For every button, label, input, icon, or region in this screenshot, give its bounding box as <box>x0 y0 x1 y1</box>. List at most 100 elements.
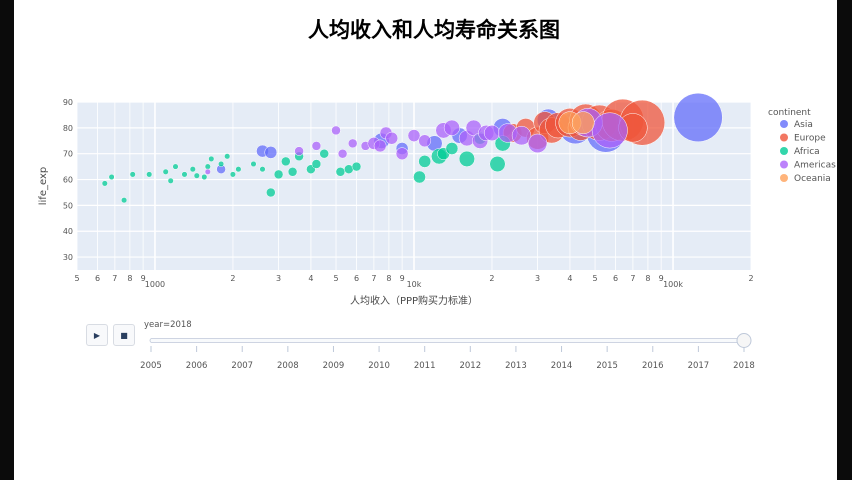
x-minor-tick-label: 5 <box>74 274 79 283</box>
data-point-americas <box>591 112 628 149</box>
y-tick-label: 40 <box>63 227 73 236</box>
x-minor-tick-label: 8 <box>386 274 391 283</box>
stop-icon: ■ <box>120 330 128 340</box>
y-tick-label: 30 <box>63 253 73 262</box>
slider-tick-label: 2010 <box>368 361 390 371</box>
slider-tick-label: 2012 <box>459 361 481 371</box>
data-point-africa <box>319 148 329 159</box>
slider-tick-label: 2011 <box>414 361 436 371</box>
legend-marker-asia <box>780 120 788 128</box>
data-point-americas <box>337 148 348 159</box>
data-point-africa <box>489 155 506 173</box>
data-point-americas <box>204 168 211 175</box>
x-minor-tick-label: 8 <box>645 274 650 283</box>
x-minor-tick-label: 4 <box>567 274 572 283</box>
x-minor-tick-label: 9 <box>400 274 405 283</box>
legend-marker-africa <box>780 147 788 155</box>
chart-title: 人均收入和人均寿命关系图 <box>308 18 560 42</box>
slider-current-value: year=2018 <box>144 320 192 330</box>
legend-marker-oceania <box>780 174 788 182</box>
x-minor-tick-label: 7 <box>112 274 117 283</box>
data-point-africa <box>172 163 179 170</box>
data-point-africa <box>235 166 242 173</box>
slider-tick-label: 2009 <box>323 361 345 371</box>
x-minor-tick-label: 3 <box>535 274 540 283</box>
legend-label-asia: Asia <box>794 120 813 130</box>
x-minor-tick-label: 5 <box>593 274 598 283</box>
data-point-africa <box>218 160 225 168</box>
play-button[interactable]: ▶ <box>86 324 108 346</box>
data-point-africa <box>189 166 196 173</box>
y-tick-label: 70 <box>63 150 73 159</box>
data-point-africa <box>311 159 322 169</box>
y-tick-label: 80 <box>63 124 73 133</box>
x-major-tick-label: 10k <box>407 280 422 289</box>
legend-title: continent <box>768 108 811 118</box>
x-minor-tick-label: 6 <box>95 274 100 283</box>
x-minor-tick-label: 6 <box>613 274 618 283</box>
year-slider[interactable]: year=2018 2005 2006 2007 2008 2009 2010 2011 20… <box>140 320 755 371</box>
data-point-africa <box>224 153 231 160</box>
data-point-africa <box>281 156 291 167</box>
slider-tick-label: 2016 <box>642 361 664 371</box>
slider-tick-label: 2018 <box>733 361 755 371</box>
legend-label-europe: Europe <box>794 134 826 144</box>
data-point-americas <box>395 147 409 161</box>
play-icon: ▶ <box>93 330 101 340</box>
data-point-americas <box>347 138 358 149</box>
slider-rail[interactable] <box>149 338 746 343</box>
data-point-africa <box>335 167 346 177</box>
legend: continent Asia Europe Africa Americas Oceani… <box>768 108 836 184</box>
x-minor-tick-label: 7 <box>630 274 635 283</box>
legend-label-oceania: Oceania <box>794 174 831 184</box>
x-axis-title: 人均收入（PPP购买力标准） <box>350 294 478 307</box>
stop-button[interactable]: ■ <box>113 324 135 346</box>
data-point-americas <box>527 133 548 154</box>
y-tick-label: 50 <box>63 201 73 210</box>
x-major-tick-label: 100k <box>663 280 683 289</box>
data-point-asia <box>264 146 278 159</box>
slider-tick-label: 2005 <box>140 361 162 371</box>
legend-label-americas: Americas <box>794 161 836 171</box>
slider-handle[interactable] <box>736 333 752 348</box>
x-minor-tick-label: 2 <box>230 274 235 283</box>
data-point-africa <box>146 171 153 178</box>
data-point-americas <box>418 134 432 148</box>
data-point-americas <box>443 119 460 136</box>
legend-marker-europe <box>780 133 788 142</box>
data-point-americas <box>483 124 501 142</box>
y-axis-title: life_exp <box>38 167 49 205</box>
slider-tick-label: 2006 <box>186 361 208 371</box>
data-point-americas <box>373 139 387 153</box>
data-point-americas <box>407 129 421 142</box>
data-point-africa <box>445 142 459 155</box>
data-point-africa <box>167 177 174 184</box>
slider-tick-label: 2014 <box>551 361 573 371</box>
data-point-africa <box>129 171 136 178</box>
data-point-africa <box>273 169 284 180</box>
data-point-africa <box>351 161 362 172</box>
slider-tick-label: 2013 <box>505 361 527 371</box>
data-point-oceania <box>571 111 595 135</box>
data-point-africa <box>101 180 108 187</box>
data-point-africa <box>250 160 257 168</box>
x-minor-tick-label: 3 <box>276 274 281 283</box>
x-minor-tick-label: 8 <box>127 274 132 283</box>
data-point-africa <box>287 167 298 177</box>
slider-tick-label: 2015 <box>596 361 618 371</box>
data-point-africa <box>458 150 475 167</box>
legend-label-africa: Africa <box>794 147 820 157</box>
slider-tick-label: 2017 <box>688 361 710 371</box>
data-point-africa <box>121 197 128 204</box>
data-point-americas <box>294 146 304 156</box>
x-minor-tick-label: 9 <box>141 274 146 283</box>
data-point-africa <box>208 155 215 162</box>
data-point-africa <box>413 170 426 184</box>
x-minor-tick-label: 4 <box>308 274 313 283</box>
data-point-africa <box>193 172 200 179</box>
x-major-tick-label: 1000 <box>145 280 165 289</box>
x-minor-tick-label: 7 <box>371 274 376 283</box>
data-point-africa <box>418 155 432 168</box>
